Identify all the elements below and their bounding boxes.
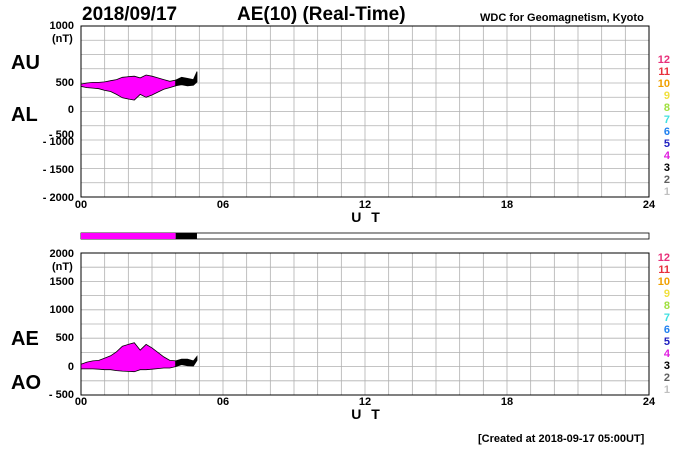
- chart-date: 2018/09/17: [82, 4, 178, 25]
- top-xtick: 24: [642, 199, 656, 211]
- top-ytick: - 2000: [42, 192, 74, 204]
- bottom-xtick: 00: [74, 396, 88, 408]
- au-al-plot-frame: [80, 25, 650, 198]
- legend-item: 6: [663, 324, 670, 336]
- au-al-band: [80, 74, 177, 101]
- legend-item: 10: [657, 276, 670, 288]
- legend-item: 5: [663, 336, 670, 348]
- top-ytick: - 500: [48, 129, 74, 141]
- legend-item: 10: [657, 78, 670, 90]
- legend-item: 11: [658, 66, 670, 78]
- ao-label: AO: [11, 372, 41, 394]
- legend-item: 2: [663, 372, 670, 384]
- bottom-xtick: 18: [500, 396, 514, 408]
- bottom-ytick: 1500: [49, 276, 74, 288]
- coverage-bar-fill: [81, 233, 176, 239]
- bottom-ytick: 1000: [49, 304, 74, 316]
- legend-item: 6: [663, 126, 670, 138]
- legend-item: 8: [663, 300, 670, 312]
- al-label: AL: [11, 104, 38, 126]
- legend-item: 11: [658, 264, 670, 276]
- bottom-xtick: 12: [358, 396, 372, 408]
- legend-item: 4: [663, 150, 670, 162]
- legend-item: 4: [663, 348, 670, 360]
- bottom-xtick: 24: [642, 396, 656, 408]
- ae-ao-band: [80, 342, 177, 373]
- top-ytick: 1000: [49, 20, 74, 32]
- coverage-bar-recent: [175, 233, 197, 239]
- bottom-xtick: 06: [216, 396, 230, 408]
- bottom-unit-label: (nT): [52, 261, 73, 273]
- legend-item: 1: [663, 186, 670, 198]
- ae-label: AE: [11, 328, 39, 350]
- top-xaxis-label: U T: [351, 209, 383, 225]
- legend-item: 3: [663, 162, 670, 174]
- bottom-ytick: - 500: [48, 389, 74, 401]
- legend-item: 7: [663, 114, 670, 126]
- bottom-ytick: 500: [55, 332, 74, 344]
- top-ytick: - 1500: [42, 164, 74, 176]
- top-unit-label: (nT): [52, 33, 73, 45]
- ae-ao-plot-frame: [80, 252, 650, 396]
- bottom-ytick: 2000: [49, 248, 74, 260]
- legend-item: 9: [663, 288, 670, 300]
- top-xtick: 06: [216, 199, 230, 211]
- legend-item: 5: [663, 138, 670, 150]
- legend-item: 9: [663, 90, 670, 102]
- top-xtick: 12: [358, 199, 372, 211]
- bottom-ytick: 0: [67, 361, 74, 373]
- top-xtick: 18: [500, 199, 514, 211]
- au-al-band-recent: [175, 71, 198, 87]
- ae-ao-band-recent: [175, 355, 198, 368]
- legend-item: 12: [657, 54, 670, 66]
- top-xtick: 00: [74, 199, 88, 211]
- organization-label: WDC for Geomagnetism, Kyoto: [480, 12, 644, 24]
- legend-item: 3: [663, 360, 670, 372]
- bottom-xaxis-label: U T: [351, 406, 383, 422]
- top-ytick: - 1000: [42, 136, 74, 148]
- top-ytick: 0: [67, 104, 74, 116]
- legend-item: 8: [663, 102, 670, 114]
- top-ytick: 500: [55, 77, 74, 89]
- legend-item: 2: [663, 174, 670, 186]
- legend-item: 1: [663, 384, 670, 396]
- created-timestamp: [Created at 2018-09-17 05:00UT]: [478, 433, 645, 445]
- legend-item: 12: [657, 252, 670, 264]
- chart-title: AE(10) (Real-Time): [237, 4, 406, 25]
- au-label: AU: [11, 52, 40, 74]
- legend-item: 7: [663, 312, 670, 324]
